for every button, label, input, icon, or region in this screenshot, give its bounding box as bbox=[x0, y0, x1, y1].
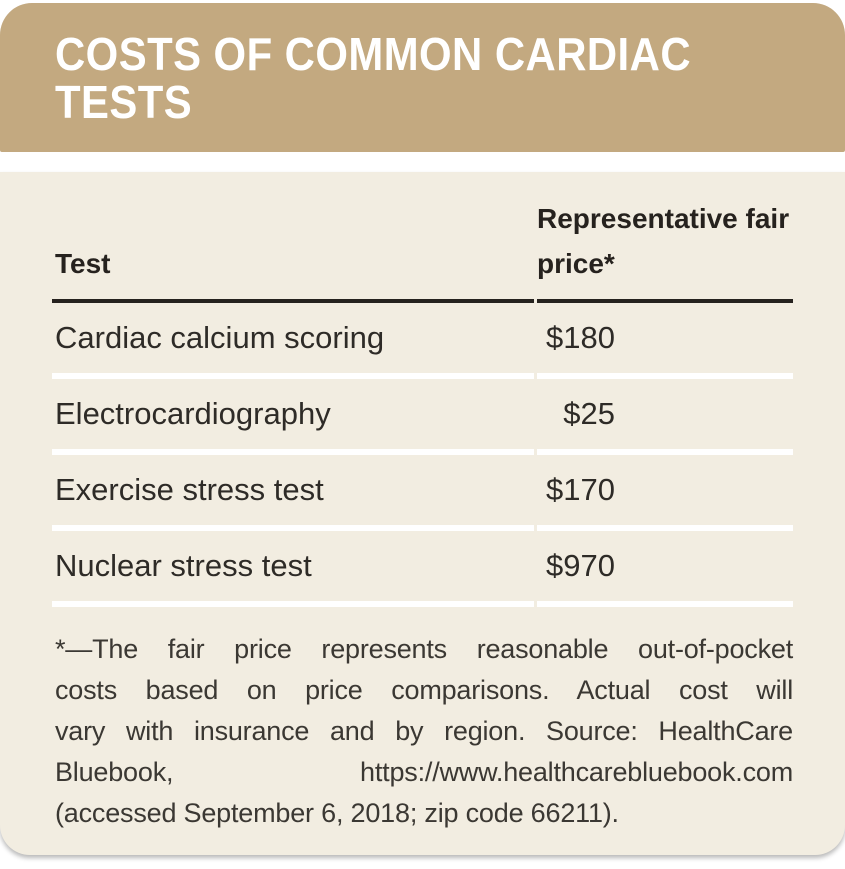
price-value: $25 bbox=[563, 396, 615, 431]
price-value: $180 bbox=[546, 320, 615, 355]
footnote-line: *—The fair price represents reasonable o… bbox=[55, 634, 793, 664]
price-value: $970 bbox=[546, 548, 615, 583]
test-name-cell: Cardiac calcium scoring bbox=[52, 303, 534, 379]
price-value: $170 bbox=[546, 472, 615, 507]
figure-title-line-1: COSTS OF COMMON CARDIAC bbox=[55, 28, 692, 80]
price-cell: $170 bbox=[537, 455, 793, 531]
column-header-test: Test bbox=[52, 172, 534, 303]
test-name-cell: Electrocardiography bbox=[52, 379, 534, 455]
figure-title-line-2: TESTS bbox=[55, 76, 193, 128]
footnote-line: Bluebook, https://www.healthcarebluebook… bbox=[55, 757, 793, 787]
costs-table: Test Representative fair price* Cardiac … bbox=[52, 172, 793, 607]
column-header-fair-price: Representative fair price* bbox=[537, 172, 793, 303]
footnote-line: costs based on price comparisons. Actual… bbox=[55, 675, 793, 705]
test-name-cell: Exercise stress test bbox=[52, 455, 534, 531]
footnote-line: (accessed September 6, 2018; zip code 66… bbox=[55, 798, 619, 828]
test-name-cell: Nuclear stress test bbox=[52, 531, 534, 607]
footnote-line: vary with insurance and by region. Sourc… bbox=[55, 716, 793, 746]
price-cell: $180 bbox=[537, 303, 793, 379]
price-cell: $25 bbox=[537, 379, 793, 455]
title-band: COSTS OF COMMON CARDIAC TESTS bbox=[0, 3, 845, 152]
cardiac-costs-figure: COSTS OF COMMON CARDIAC TESTS Test Repre… bbox=[0, 3, 845, 855]
footnote: *—The fair price represents reasonable o… bbox=[52, 629, 793, 834]
figure-title: COSTS OF COMMON CARDIAC TESTS bbox=[55, 30, 738, 126]
price-cell: $970 bbox=[537, 531, 793, 607]
band-panel-separator bbox=[0, 152, 845, 172]
table-panel: Test Representative fair price* Cardiac … bbox=[0, 172, 845, 855]
